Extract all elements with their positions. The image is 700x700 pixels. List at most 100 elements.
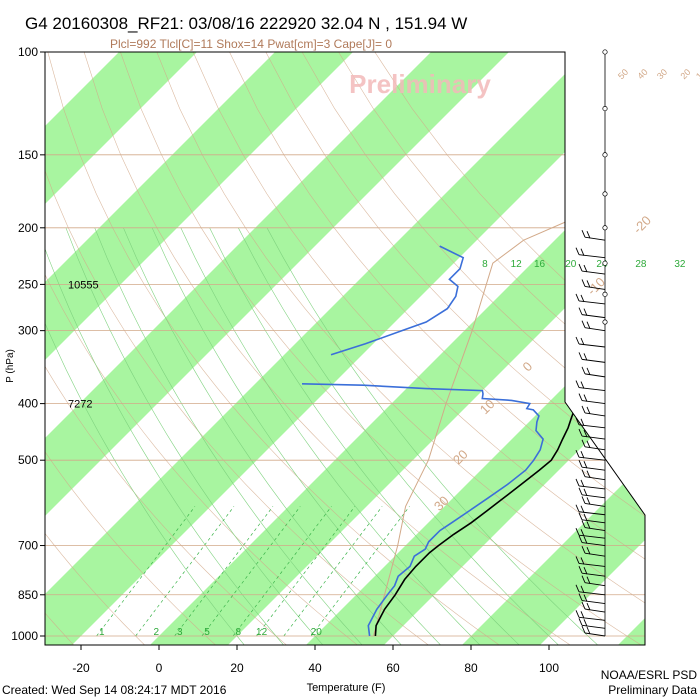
wind-barb-feather: [575, 450, 580, 458]
isotherm-label: 10: [694, 67, 700, 81]
y-tick-label: 150: [18, 148, 38, 162]
y-tick-label: 100: [18, 45, 38, 59]
dewpoint-profile: [301, 383, 544, 637]
wind-barb-feather: [586, 521, 591, 529]
wind-barb-feather: [575, 293, 580, 302]
y-tick-label: 200: [18, 221, 38, 235]
wind-barb: [581, 314, 606, 319]
moist-adiabat: [45, 227, 287, 645]
pressure-axis: 100 150 200 250 300 400 500 700 850 1000: [11, 45, 45, 643]
wind-barb-feather: [575, 247, 580, 255]
moist-adiabat: [180, 227, 484, 645]
wind-barb: [581, 542, 606, 546]
wind-barb-feather: [583, 429, 588, 438]
wind-barb: [584, 632, 606, 637]
credit-text-2: Preliminary Data: [608, 683, 697, 697]
wind-barb-feather: [586, 406, 591, 415]
height-label: 10555: [68, 279, 99, 291]
y-tick-label: 250: [18, 277, 38, 291]
wind-barb: [584, 446, 606, 451]
wind-barb-feather: [578, 566, 583, 574]
wind-barb-feather: [586, 321, 591, 329]
wind-barb: [584, 373, 606, 378]
wind-barb-feather: [578, 263, 583, 272]
mixing-ratio-label: 16: [534, 259, 546, 270]
x-tick-label: 20: [230, 661, 244, 675]
mixing-ratio-label: 20: [565, 259, 577, 270]
wind-barb-feather: [575, 417, 580, 425]
wind-barb-feather: [580, 248, 585, 256]
dewpoint-profile: [330, 245, 465, 356]
x-tick-label: 100: [539, 661, 559, 675]
moist-adiabat: [45, 227, 248, 645]
wind-barb: [584, 412, 606, 417]
wind-barb-feather: [586, 497, 591, 505]
mixing-ratio-label: 24: [596, 259, 608, 270]
wind-barb-feather: [581, 229, 586, 238]
wind-barb-feather: [581, 496, 586, 504]
wind-barb-feather: [586, 602, 591, 611]
wind-barb-feather: [586, 280, 591, 288]
wind-calm-marker: [602, 191, 608, 197]
temperature-band: [302, 52, 645, 645]
isotherm-label: 50: [616, 67, 630, 81]
y-tick-label: 400: [18, 397, 38, 411]
wind-barb-feather: [578, 428, 583, 437]
wind-barb-feather: [581, 520, 586, 528]
wind-barb: [584, 327, 606, 332]
wind-barb-feather: [578, 512, 583, 520]
wind-barb-feather: [580, 451, 585, 459]
wind-barb-feather: [581, 546, 586, 554]
isotherm-label: -20: [630, 213, 654, 237]
wind-barb-feather: [580, 479, 585, 488]
wind-barb-feather: [586, 626, 591, 635]
wind-barb: [584, 476, 606, 481]
dry-adiabat: [265, 52, 645, 645]
wind-calm-marker: [602, 291, 608, 297]
wind-barbs: [575, 49, 608, 637]
wind-barb-feather: [575, 528, 580, 536]
wind-barb-feather: [581, 279, 586, 287]
wind-barb-feather: [583, 619, 588, 627]
credit-text: NOAA/ESRL PSD: [601, 668, 698, 682]
wind-barb-feather: [586, 547, 591, 555]
mixing-ratio-label: 8: [235, 627, 241, 638]
dry-adiabat: [192, 52, 645, 645]
isotherm-label: 20: [678, 67, 692, 81]
wind-barb: [581, 624, 606, 629]
wind-barb-feather: [575, 610, 580, 618]
mixing-ratio-label: 8: [482, 259, 488, 270]
wind-barb-feather: [575, 556, 580, 564]
wind-barb-feather: [583, 353, 588, 361]
dry-adiabat: [45, 52, 220, 645]
watermark-text: Preliminary: [349, 69, 491, 99]
dry-adiabat: [156, 52, 645, 645]
created-text: Created: Wed Sep 14 08:24:17 MDT 2016: [2, 683, 227, 697]
mixing-ratio-label: 2: [154, 627, 160, 638]
wind-barb-feather: [578, 487, 583, 496]
wind-barb-feather: [580, 418, 585, 426]
wind-barb: [584, 608, 606, 613]
wind-barb-feather: [586, 367, 591, 376]
wind-barb: [581, 466, 606, 471]
wind-barb: [581, 270, 606, 275]
moist-adiabat: [238, 227, 563, 645]
wind-barb: [584, 582, 606, 587]
moist-adiabat: [266, 227, 602, 645]
height-label: 7272: [68, 399, 92, 411]
wind-barb-feather: [586, 230, 591, 239]
dry-adiabat: [45, 52, 291, 645]
moist-adiabat: [65, 227, 327, 645]
isotherm-label: 20: [450, 447, 471, 468]
wind-barb-feather: [581, 366, 586, 375]
x-axis-label: Temperature (F): [307, 682, 386, 694]
wind-calm-marker: [602, 49, 608, 55]
wind-barb: [578, 387, 606, 392]
wind-barb-feather: [581, 575, 586, 583]
dry-adiabat: [301, 52, 645, 645]
mixing-ratio-label: 28: [635, 259, 647, 270]
y-tick-label: 300: [18, 324, 38, 338]
isotherm-label: 30: [655, 67, 669, 81]
mixing-ratio-label: 1: [99, 627, 105, 638]
wind-barb-feather: [583, 488, 588, 497]
